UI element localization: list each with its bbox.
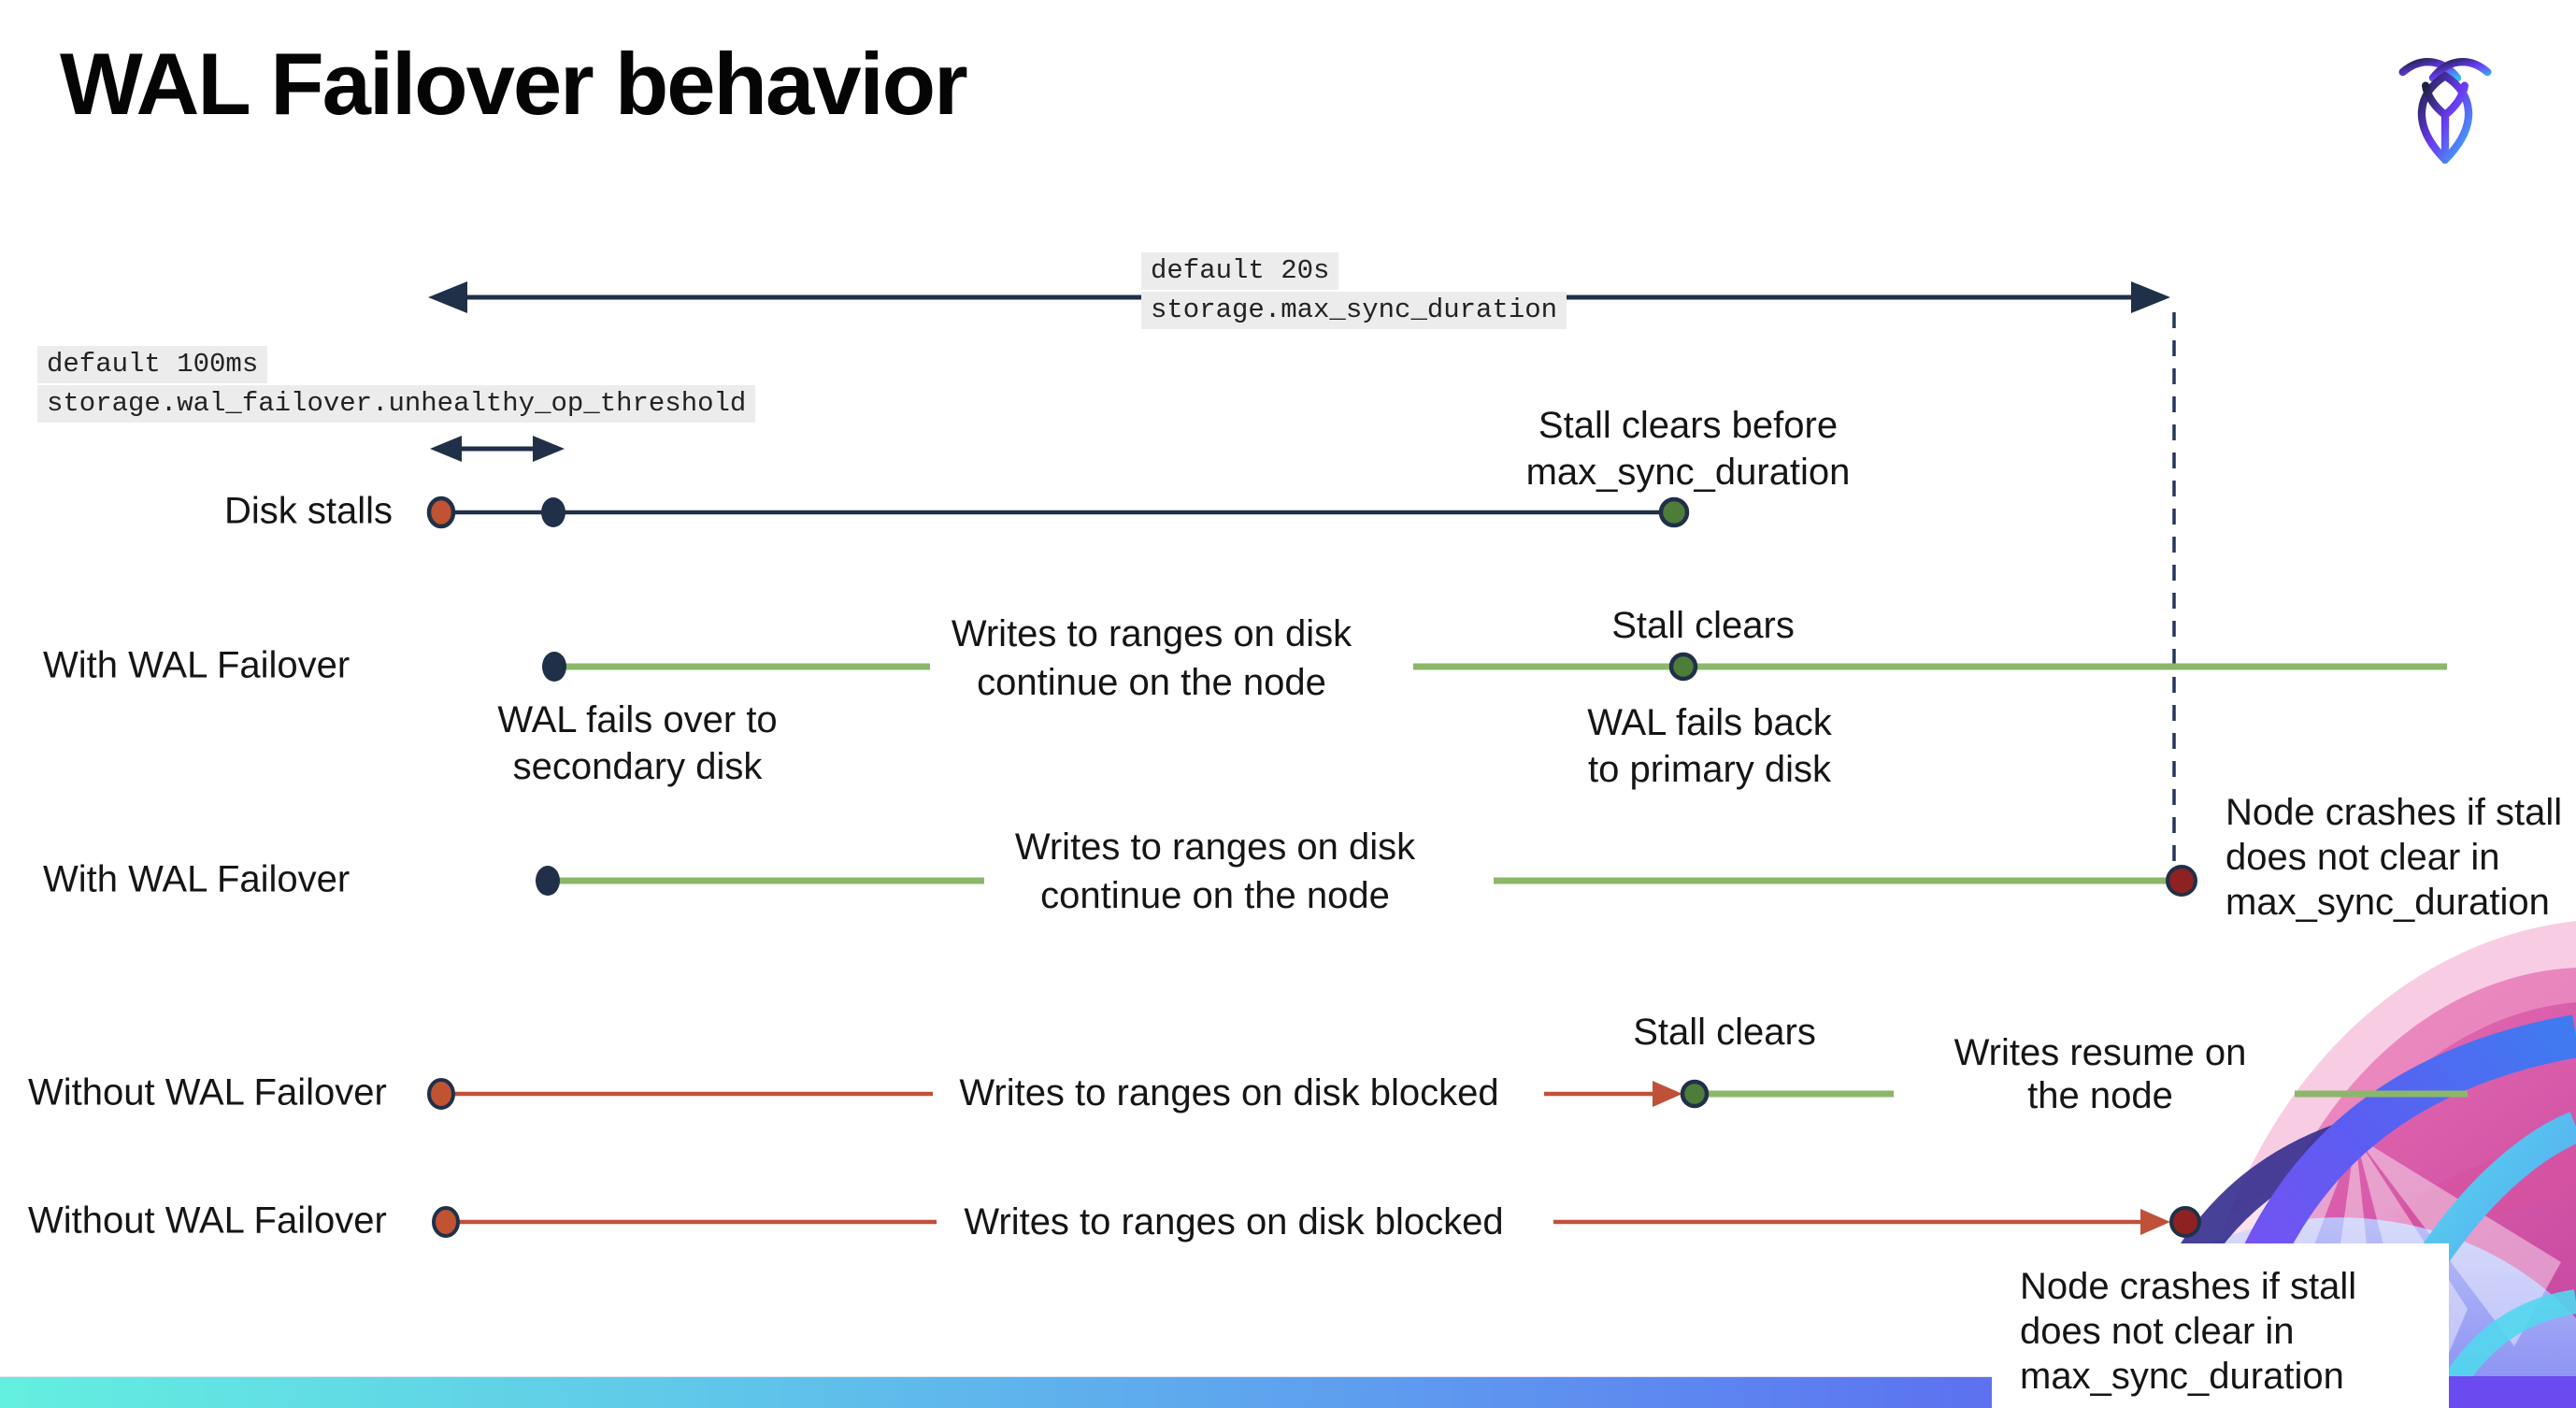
wal-fails-over-label: WAL fails over to secondary disk: [497, 699, 778, 787]
writes-continue-label: Writes to ranges on disk continue on the…: [951, 613, 1352, 703]
unhealthy-threshold-arrow: [430, 436, 565, 462]
stall-start-dot: [432, 1206, 460, 1238]
row-label-without-wal-2: Without WAL Failover: [28, 1200, 387, 1242]
stall-clears-label: Stall clears: [1633, 1012, 1816, 1053]
page-title: WAL Failover behavior: [60, 35, 968, 133]
row-disk-stalls-line: [426, 496, 1690, 529]
row-label-without-wal-1: Without WAL Failover: [28, 1071, 387, 1113]
cockroach-logo-icon: [2398, 58, 2492, 164]
node-crashes-label: Node crashes if stall does not clear in …: [2225, 792, 2563, 923]
writes-blocked-label: Writes to ranges on disk blocked: [964, 1201, 1504, 1243]
max-sync-duration-label: default 20s storage.max_sync_duration: [1141, 252, 1567, 331]
node-crashes-label: Node crashes if stall does not clear in …: [2020, 1266, 2357, 1397]
stall-clears-dot: [1658, 496, 1690, 528]
unhealthy-setting-name: storage.wal_failover.unhealthy_op_thresh…: [37, 384, 756, 423]
stall-start-dot: [426, 496, 456, 529]
stall-clears-dot: [1680, 1079, 1710, 1109]
blocked-arrowhead: [2140, 1209, 2170, 1235]
blocked-arrowhead: [1653, 1081, 1682, 1107]
row-with-wal-1-line: [542, 652, 2447, 682]
row-label-with-wal-2: With WAL Failover: [43, 858, 351, 900]
threshold-dot: [541, 497, 565, 527]
stall-clears-label: Stall clears: [1611, 605, 1795, 646]
failover-dot: [542, 652, 566, 682]
row-without-wal-2-line: [432, 1206, 2201, 1238]
max-sync-setting-name: storage.max_sync_duration: [1141, 291, 1567, 329]
stall-start-dot: [427, 1078, 455, 1110]
row-with-wal-2-line: [536, 865, 2197, 897]
node-crash-dot: [2166, 865, 2197, 897]
writes-continue-label: Writes to ranges on disk continue on the…: [1014, 826, 1416, 916]
row-label-disk-stalls: Disk stalls: [224, 490, 394, 532]
max-sync-default-value: default 20s: [1141, 252, 1339, 290]
unhealthy-default-value: default 100ms: [37, 346, 268, 383]
wal-fails-back-label: WAL fails back to primary disk: [1587, 702, 1832, 790]
writes-blocked-label: Writes to ranges on disk blocked: [959, 1072, 1499, 1113]
unhealthy-threshold-label: default 100ms storage.wal_failover.unhea…: [37, 346, 756, 424]
stall-clears-dot: [1668, 652, 1698, 682]
node-crash-dot: [2169, 1206, 2201, 1238]
stall-clears-before-label: Stall clears before max_sync_duration: [1525, 405, 1851, 493]
row-without-wal-1-line: [427, 1078, 2468, 1110]
failover-dot: [536, 866, 560, 896]
row-label-with-wal-1: With WAL Failover: [43, 644, 351, 686]
node-crashes-callout: Node crashes if stall does not clear in …: [1992, 1243, 2449, 1408]
writes-resume-label: Writes resume on the node: [1953, 1032, 2247, 1116]
